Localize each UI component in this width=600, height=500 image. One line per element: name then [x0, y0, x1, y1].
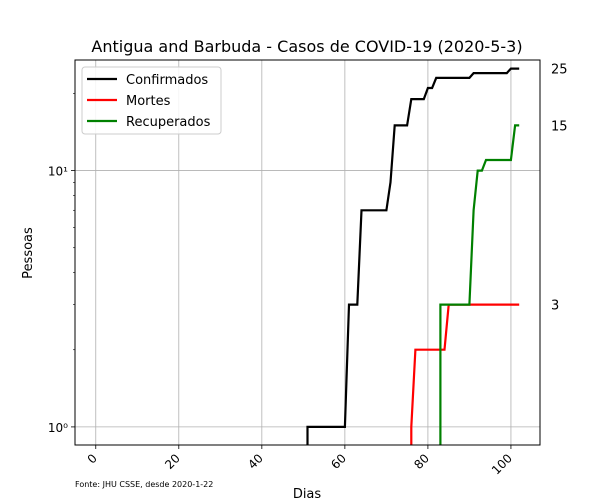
x-tick-label: 20 [162, 451, 183, 472]
x-tick-label: 100 [489, 451, 515, 477]
chart-title: Antigua and Barbuda - Casos de COVID-19 … [91, 37, 522, 56]
x-tick-label: 60 [328, 451, 349, 472]
y-tick-label: 10¹ [48, 165, 68, 179]
y-axis-label: Pessoas [21, 227, 36, 279]
legend-entry: Mortes [126, 94, 171, 109]
legend-entry: Recuperados [126, 115, 211, 130]
end-label: 25 [551, 63, 568, 78]
legend-entry: Confirmados [126, 73, 208, 88]
x-tick-label: 80 [411, 451, 432, 472]
series-line-confirmados [306, 67, 520, 445]
x-tick-label: 0 [85, 451, 100, 466]
series-lines [306, 67, 520, 445]
source-note: Fonte: JHU CSSE, desde 2020-1-22 [75, 480, 213, 489]
y-axis-ticks: 10⁰ 10¹ [48, 93, 75, 435]
series-line-recuperados [439, 124, 520, 445]
y-tick-label: 10⁰ [48, 421, 68, 435]
x-axis-label: Dias [293, 487, 322, 500]
legend-box [81, 66, 222, 135]
x-tick-label: 40 [245, 451, 266, 472]
end-label: 3 [551, 299, 559, 314]
x-axis-ticks: 0 20 40 60 80 100 [85, 445, 515, 477]
legend: Confirmados Mortes Recuperados [81, 66, 222, 135]
end-label: 15 [551, 119, 568, 134]
series-line-mortes [410, 303, 520, 445]
end-value-labels: 25 15 3 [551, 63, 568, 314]
plot-frame [74, 59, 541, 446]
